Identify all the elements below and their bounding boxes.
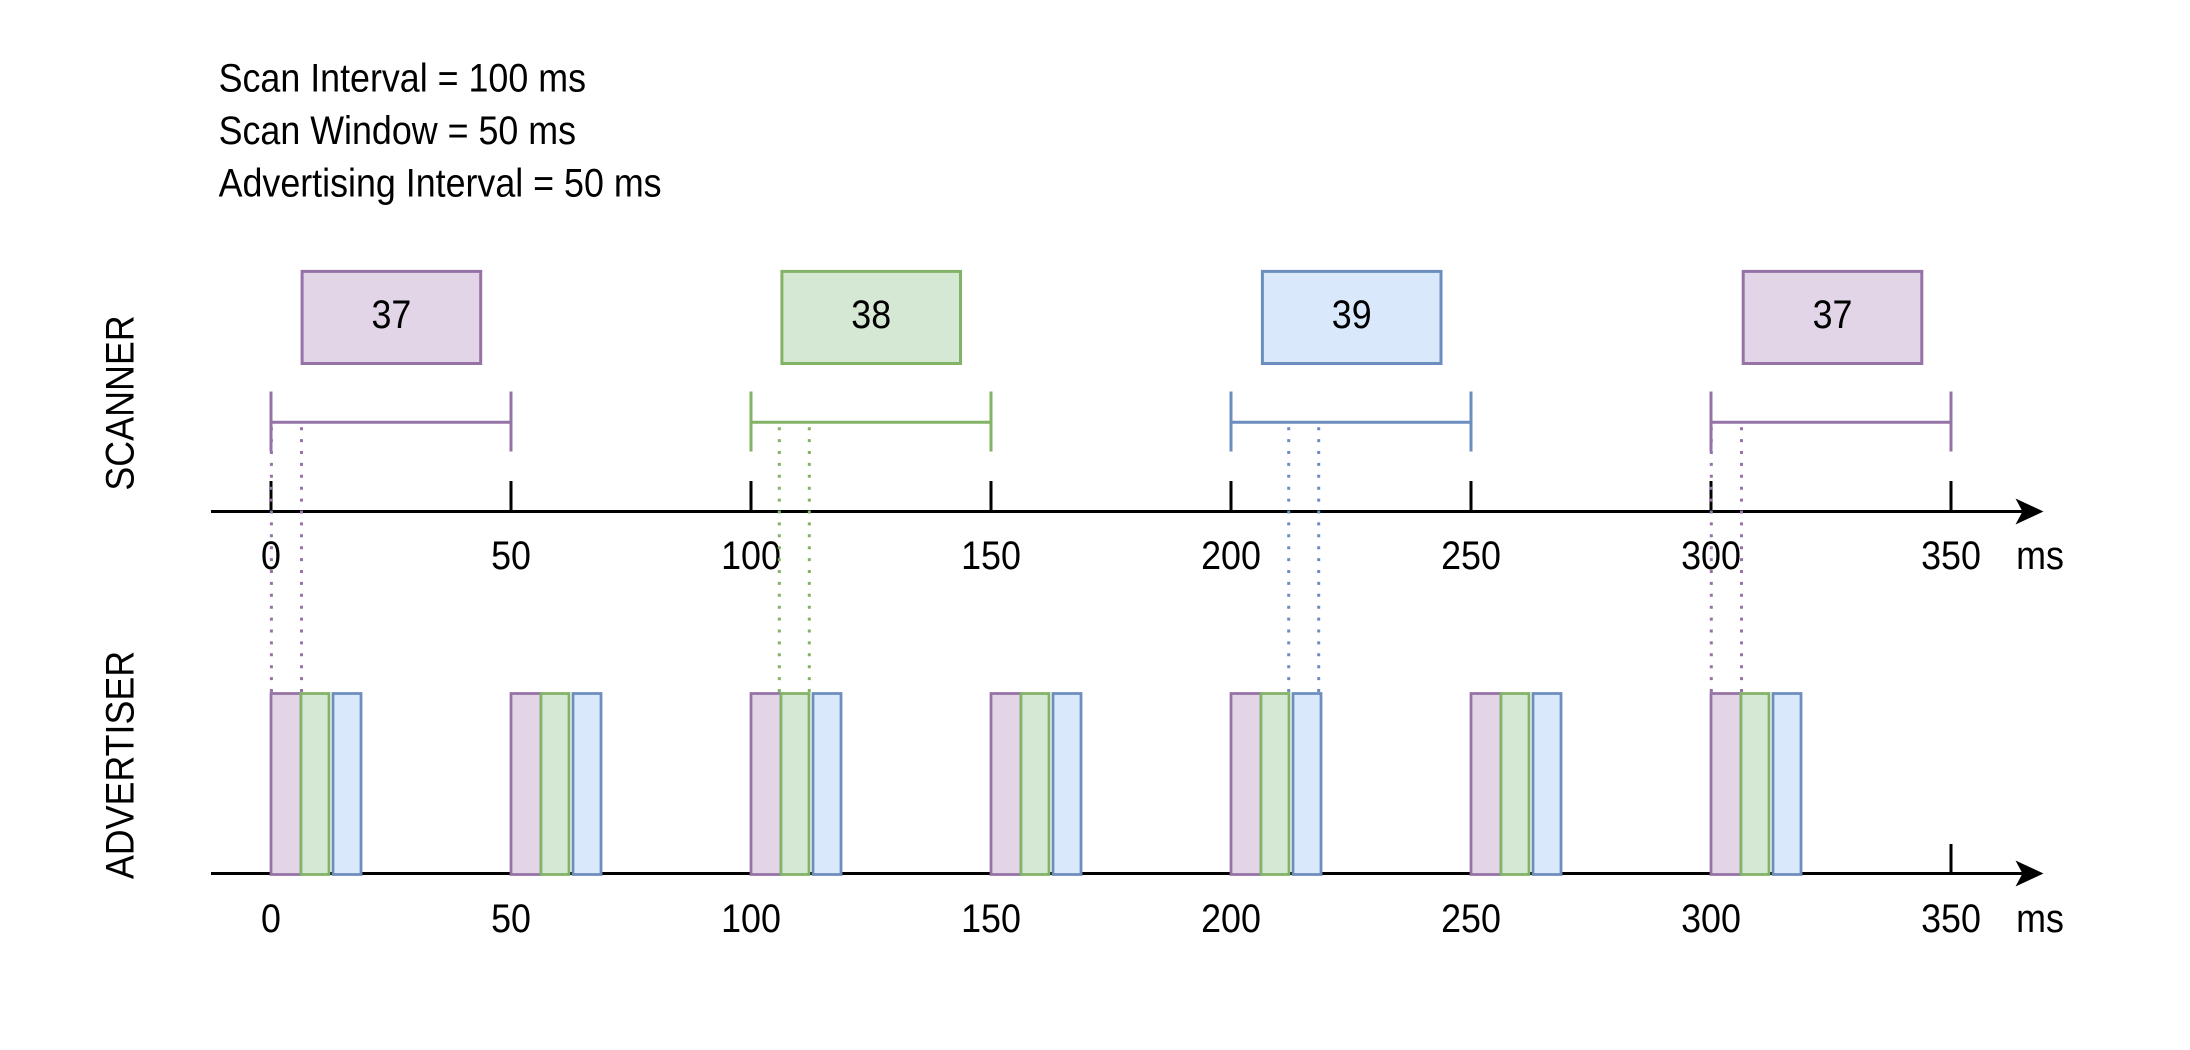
svg-text:ms: ms	[2016, 534, 2064, 578]
svg-text:50: 50	[491, 534, 531, 578]
svg-text:200: 200	[1201, 534, 1261, 578]
svg-text:37: 37	[372, 293, 412, 337]
svg-text:100: 100	[721, 534, 781, 578]
svg-text:SCANNER: SCANNER	[98, 315, 142, 490]
svg-text:250: 250	[1441, 534, 1501, 578]
svg-text:Advertising Interval = 50 ms: Advertising Interval = 50 ms	[219, 162, 662, 206]
svg-text:0: 0	[261, 897, 281, 941]
svg-text:0: 0	[261, 534, 281, 578]
svg-text:Scan Window = 50 ms: Scan Window = 50 ms	[219, 109, 576, 153]
svg-text:350: 350	[1921, 897, 1981, 941]
svg-text:150: 150	[961, 534, 1021, 578]
svg-text:ADVERTISER: ADVERTISER	[98, 651, 142, 879]
svg-text:150: 150	[961, 897, 1021, 941]
svg-text:38: 38	[851, 293, 891, 337]
svg-text:Scan Interval = 100 ms: Scan Interval = 100 ms	[219, 57, 586, 101]
svg-text:37: 37	[1813, 293, 1853, 337]
svg-text:ms: ms	[2016, 897, 2064, 941]
svg-text:200: 200	[1201, 897, 1261, 941]
svg-text:300: 300	[1681, 897, 1741, 941]
svg-text:350: 350	[1921, 534, 1981, 578]
svg-text:50: 50	[491, 897, 531, 941]
svg-text:100: 100	[721, 897, 781, 941]
svg-text:250: 250	[1441, 897, 1501, 941]
svg-text:39: 39	[1332, 293, 1372, 337]
